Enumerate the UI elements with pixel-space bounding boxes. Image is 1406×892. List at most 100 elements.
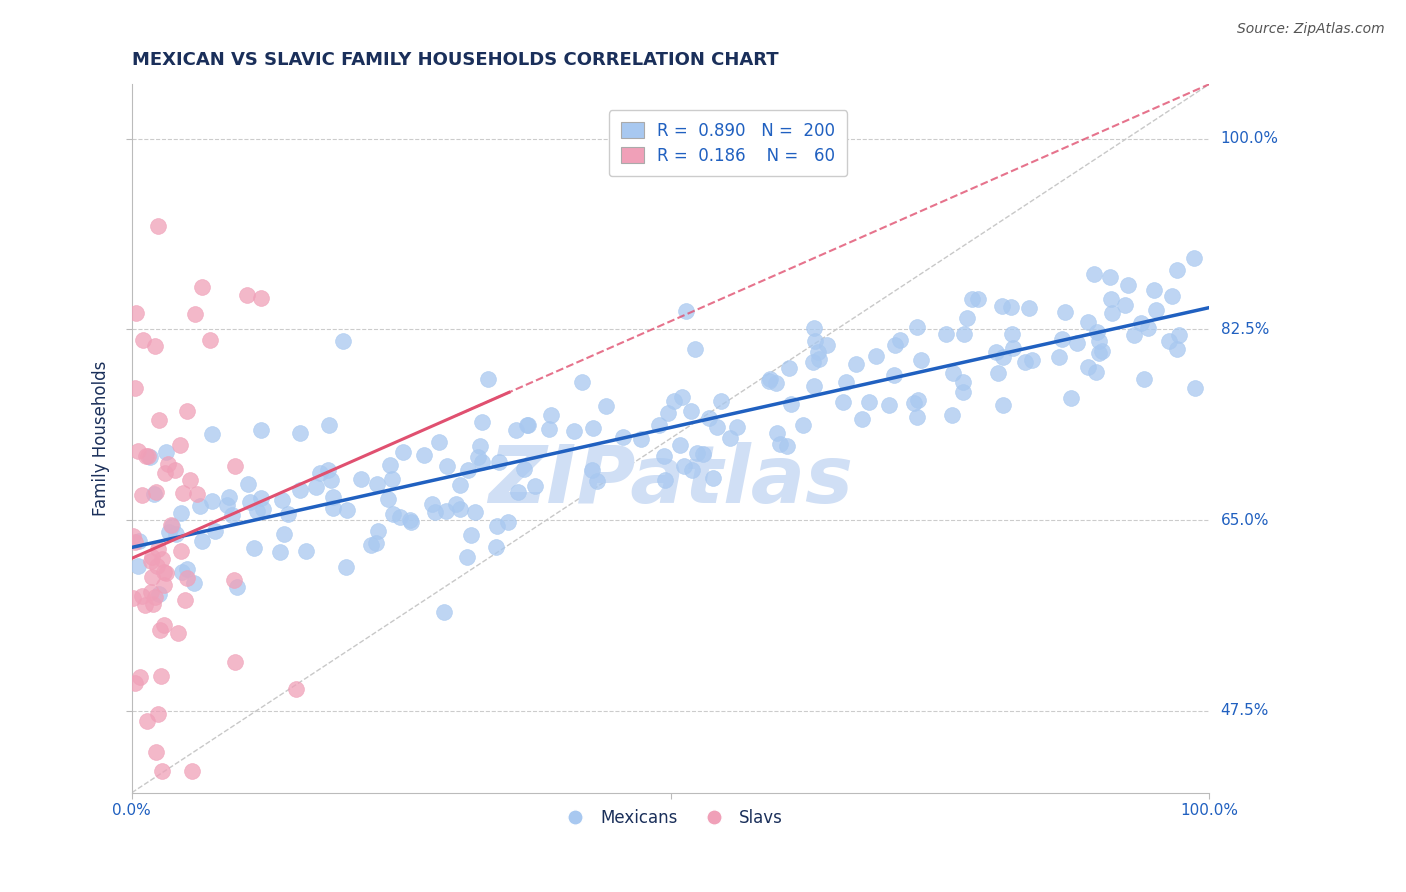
Point bbox=[679, 404, 702, 418]
Point bbox=[1050, 332, 1073, 346]
Point bbox=[221, 508, 243, 522]
Point bbox=[436, 458, 458, 473]
Point bbox=[1133, 372, 1156, 386]
Point bbox=[835, 375, 858, 389]
Point bbox=[413, 448, 436, 462]
Point bbox=[956, 310, 979, 325]
Point bbox=[128, 534, 150, 549]
Point bbox=[145, 559, 167, 574]
Point bbox=[517, 417, 540, 432]
Point bbox=[143, 339, 166, 353]
Point bbox=[935, 327, 957, 342]
Point bbox=[427, 434, 450, 449]
Point bbox=[252, 502, 274, 516]
Point bbox=[710, 394, 733, 409]
Point bbox=[488, 455, 510, 469]
Point bbox=[991, 350, 1014, 364]
Point bbox=[718, 431, 741, 445]
Point bbox=[366, 477, 388, 491]
Point bbox=[1101, 306, 1123, 320]
Point bbox=[889, 334, 911, 348]
Point bbox=[153, 466, 176, 480]
Point bbox=[322, 501, 344, 516]
Point bbox=[160, 518, 183, 533]
Point bbox=[392, 445, 415, 459]
Point bbox=[236, 476, 259, 491]
Point bbox=[184, 307, 207, 321]
Point bbox=[468, 438, 491, 452]
Point bbox=[201, 426, 224, 441]
Point bbox=[308, 466, 330, 480]
Point bbox=[141, 585, 163, 599]
Point bbox=[1098, 270, 1121, 285]
Point bbox=[188, 499, 211, 513]
Point bbox=[1047, 350, 1070, 364]
Point bbox=[883, 338, 905, 352]
Point bbox=[146, 707, 169, 722]
Point bbox=[169, 437, 191, 451]
Point bbox=[157, 458, 180, 472]
Point bbox=[683, 342, 706, 356]
Point bbox=[304, 479, 326, 493]
Point bbox=[285, 682, 308, 697]
Point bbox=[662, 393, 685, 408]
Point bbox=[505, 424, 527, 438]
Point bbox=[183, 575, 205, 590]
Point bbox=[669, 438, 692, 452]
Point bbox=[145, 745, 167, 759]
Point bbox=[1157, 334, 1180, 348]
Point bbox=[222, 573, 245, 587]
Point bbox=[124, 381, 146, 395]
Point bbox=[1166, 263, 1188, 277]
Point bbox=[903, 396, 925, 410]
Point bbox=[200, 333, 222, 347]
Point bbox=[271, 492, 294, 507]
Point bbox=[316, 463, 339, 477]
Point bbox=[249, 491, 271, 505]
Point bbox=[449, 502, 471, 516]
Point bbox=[845, 357, 868, 371]
Point bbox=[907, 392, 929, 407]
Point bbox=[143, 590, 166, 604]
Point bbox=[1018, 301, 1040, 315]
Point bbox=[766, 426, 789, 441]
Point bbox=[905, 410, 928, 425]
Point bbox=[165, 463, 187, 477]
Point bbox=[288, 425, 311, 440]
Point bbox=[1122, 327, 1144, 342]
Point bbox=[127, 444, 149, 458]
Point bbox=[131, 589, 153, 603]
Point bbox=[471, 415, 494, 429]
Point bbox=[398, 513, 420, 527]
Point bbox=[697, 411, 720, 425]
Point bbox=[987, 366, 1010, 380]
Point bbox=[702, 470, 724, 484]
Point bbox=[775, 439, 797, 453]
Y-axis label: Family Households: Family Households bbox=[93, 360, 110, 516]
Point bbox=[612, 430, 634, 444]
Point bbox=[858, 394, 880, 409]
Point bbox=[967, 292, 990, 306]
Text: Source: ZipAtlas.com: Source: ZipAtlas.com bbox=[1237, 22, 1385, 37]
Point bbox=[807, 352, 830, 367]
Point bbox=[1144, 302, 1167, 317]
Point bbox=[1116, 278, 1139, 293]
Point bbox=[191, 279, 214, 293]
Point bbox=[157, 524, 180, 539]
Point bbox=[378, 458, 401, 472]
Point bbox=[449, 477, 471, 491]
Point bbox=[127, 558, 149, 573]
Point bbox=[1021, 353, 1043, 368]
Point bbox=[1087, 334, 1109, 348]
Point bbox=[1000, 300, 1022, 314]
Point bbox=[905, 320, 928, 334]
Point bbox=[768, 436, 790, 450]
Point bbox=[910, 352, 932, 367]
Point bbox=[1136, 320, 1159, 334]
Point bbox=[952, 385, 974, 400]
Point bbox=[319, 473, 342, 487]
Point bbox=[471, 455, 494, 469]
Point bbox=[236, 288, 259, 302]
Point bbox=[686, 446, 709, 460]
Point bbox=[516, 418, 538, 433]
